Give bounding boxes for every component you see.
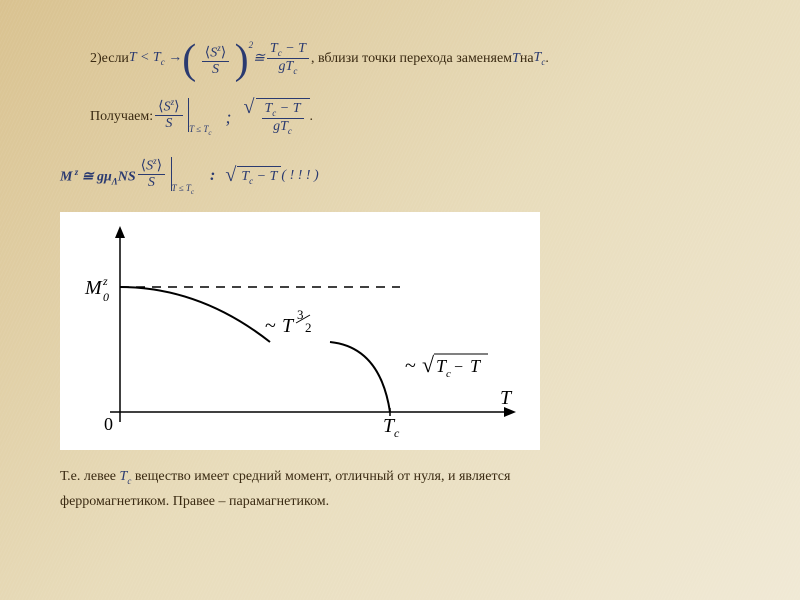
l1-r-m: − bbox=[282, 41, 298, 56]
origin-label: 0 bbox=[104, 414, 113, 434]
cap-c: ферромагнетиком. Правее – парамагнетиком… bbox=[60, 489, 780, 514]
l3-NS: NS bbox=[118, 169, 136, 184]
l3-mu: μ bbox=[104, 169, 112, 184]
l3-sq-t: T bbox=[270, 169, 278, 184]
l1-s-den: S bbox=[202, 62, 229, 77]
t32-den: 2 bbox=[305, 320, 312, 335]
curve-sqrt bbox=[330, 342, 390, 412]
l1-arrow: → bbox=[165, 50, 183, 65]
l2-sq-dtc-s: c bbox=[288, 126, 292, 136]
l2-s-den: S bbox=[155, 116, 182, 131]
l3-sqrt: Tc − T bbox=[227, 166, 281, 186]
l2-semi: ; bbox=[226, 107, 232, 128]
l1-paren-sup: 2 bbox=[249, 40, 254, 50]
l1-d-tc-s: c bbox=[293, 66, 297, 76]
line1-rhs-frac: Tc − T gTc bbox=[265, 41, 311, 77]
mz0-label: M bbox=[84, 277, 103, 299]
l3-excl: ( ! ! ! ) bbox=[281, 168, 318, 184]
l2-sq-t: T bbox=[293, 101, 301, 116]
sq-tc-s: c bbox=[446, 368, 451, 380]
l1-d-g: g bbox=[279, 59, 286, 74]
sq-t: T bbox=[470, 356, 482, 376]
t-axis-label: T bbox=[500, 387, 513, 409]
line1-formula: 2)если T < Tc → ( ⟨Sz⟩ S )2 ≅ Tc − T gTc… bbox=[90, 40, 780, 78]
line3-formula: M z ≅ gμΛNS ⟨Sz⟩ S T ≤ Tc : Tc − T ( ! !… bbox=[60, 157, 780, 196]
l3-colon: : bbox=[194, 167, 227, 185]
l2-subc-c: c bbox=[208, 129, 211, 137]
l3-M: M bbox=[60, 169, 72, 184]
tc-sub: c bbox=[394, 426, 400, 440]
l2-sqrt: Tc − T gTc bbox=[246, 98, 310, 137]
mz0-sup: z bbox=[102, 274, 108, 288]
l1-Tc: T bbox=[153, 50, 161, 65]
l1-suf-T: T bbox=[512, 51, 520, 67]
l3-lhs: M z ≅ gμΛNS bbox=[60, 167, 136, 186]
l3-sden: S bbox=[138, 175, 165, 190]
l2-sq-m: − bbox=[276, 101, 292, 116]
line1-prefix: 2)если bbox=[90, 51, 129, 67]
l3-sq-m: − bbox=[253, 169, 269, 184]
l3-approx: ≅ bbox=[78, 169, 97, 184]
caption: Т.е. левее Tc вещество имеет средний мом… bbox=[60, 464, 780, 514]
cap-b: вещество имеет средний момент, отличный … bbox=[135, 469, 511, 484]
line1-cond: T < Tc → bbox=[129, 50, 182, 67]
l3-g: g bbox=[97, 169, 104, 184]
l1-suf-b: на bbox=[520, 51, 534, 67]
l1-r-tc: T bbox=[270, 41, 278, 56]
cap-a: Т.е. левее bbox=[60, 469, 120, 484]
chart-svg: M z 0 0 T c T ~ T 3 2 ~ √ T c − T bbox=[60, 212, 540, 450]
mz0-sub: 0 bbox=[103, 290, 109, 304]
magnetization-chart: M z 0 0 T c T ~ T 3 2 ~ √ T c − T bbox=[60, 212, 540, 450]
l1-r-t: T bbox=[298, 41, 306, 56]
curve-t32 bbox=[120, 287, 270, 342]
l3-subc: T ≤ T bbox=[172, 183, 191, 193]
sq-minus: − bbox=[454, 359, 463, 376]
tilde2: ~ bbox=[405, 355, 416, 377]
l3-subc-c: c bbox=[191, 188, 194, 196]
l2-period: . bbox=[310, 109, 314, 125]
sqrt-sign: √ bbox=[422, 352, 435, 377]
l2-prefix: Получаем: bbox=[90, 109, 153, 125]
l1-lt: < bbox=[136, 50, 152, 65]
l1-suf-a: , вблизи точки перехода заменяем bbox=[311, 51, 512, 67]
line1-lhs-frac: ( ⟨Sz⟩ S )2 bbox=[182, 40, 253, 78]
line2-formula: Получаем: ⟨Sz⟩ S T ≤ Tc ; Tc − T gTc . bbox=[90, 98, 780, 137]
l1-period: . bbox=[545, 51, 549, 67]
axes bbox=[110, 226, 516, 422]
tilde1: ~ bbox=[265, 315, 276, 337]
l3-frac: ⟨Sz⟩ S T ≤ Tc bbox=[136, 157, 194, 196]
t32-T: T bbox=[282, 315, 295, 337]
l1-approx: ≅ bbox=[253, 50, 265, 67]
l3-sq-tc: T bbox=[241, 169, 249, 184]
l2-sq-dtc: T bbox=[280, 119, 288, 134]
l2-subc: T ≤ T bbox=[189, 124, 208, 134]
l2-sz: S bbox=[164, 100, 171, 115]
l2-frac: ⟨Sz⟩ S T ≤ Tc bbox=[153, 98, 211, 137]
cap-tc-s: c bbox=[127, 476, 131, 486]
